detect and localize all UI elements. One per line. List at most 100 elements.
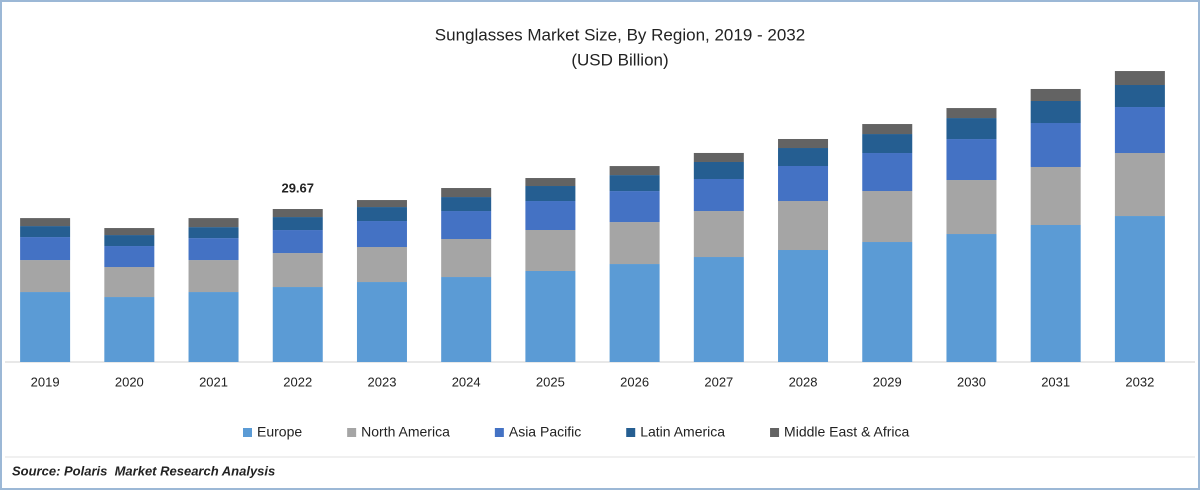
bar-segment (778, 148, 829, 167)
bar-segment (1030, 88, 1081, 101)
legend-label: Europe (257, 424, 302, 440)
legend-label: Asia Pacific (509, 424, 581, 440)
bar-segment (1114, 153, 1165, 217)
bar-segment (693, 161, 744, 180)
bar-segment (104, 267, 155, 298)
bar-segment (525, 201, 576, 230)
bar-segment (188, 218, 239, 228)
bar-segment (946, 234, 997, 362)
bar-segment (862, 191, 913, 243)
bar-segment (188, 238, 239, 261)
bar-segment (441, 197, 492, 212)
bar-segment (20, 218, 71, 227)
x-tick-label: 2021 (199, 374, 228, 389)
bar-segment (609, 191, 660, 223)
bar-segment (525, 270, 576, 362)
bar-segment (188, 227, 239, 239)
bar-segment (693, 257, 744, 362)
bar-segment (441, 277, 492, 362)
bar-segment (356, 200, 407, 208)
bar-segment (356, 247, 407, 283)
bar-segment (188, 292, 239, 362)
bar-segment (356, 207, 407, 222)
x-tick-label: 2030 (957, 374, 986, 389)
bar-segment (104, 235, 155, 247)
bar-segment (609, 175, 660, 192)
bar-segment (272, 253, 323, 288)
bar-segment (525, 186, 576, 202)
x-tick-label: 2023 (368, 374, 397, 389)
bar-segment (693, 152, 744, 162)
bar-segment (862, 242, 913, 362)
legend-swatch (243, 428, 252, 437)
legend-swatch (347, 428, 357, 437)
bar-segment (188, 260, 239, 293)
bar-segment (862, 134, 913, 154)
bar-segment (1030, 224, 1081, 362)
chart-title: Sunglasses Market Size, By Region, 2019 … (435, 25, 805, 44)
bar-segment (693, 179, 744, 212)
x-tick-label: 2019 (31, 374, 60, 389)
bar-segment (104, 297, 155, 362)
bar-segment (272, 230, 323, 254)
x-tick-label: 2032 (1125, 374, 1154, 389)
x-tick-label: 2022 (283, 374, 312, 389)
bar-segment (778, 138, 829, 149)
bar-segment (104, 246, 155, 268)
bar-segment (525, 230, 576, 271)
bar-segment (778, 201, 829, 251)
bar-segment (272, 287, 323, 362)
bar-segment (778, 250, 829, 362)
bar-segment (609, 264, 660, 362)
bar-segment (778, 166, 829, 202)
legend-label: Latin America (640, 424, 725, 440)
bar-segment (441, 211, 492, 240)
bar-segment (441, 239, 492, 278)
bar-segment (946, 180, 997, 235)
bar-segment (609, 166, 660, 176)
bar-segment (272, 217, 323, 231)
legend-label: North America (361, 424, 450, 440)
bar-segment (1114, 71, 1165, 86)
bar-segment (609, 222, 660, 265)
chart-subtitle: (USD Billion) (571, 50, 668, 69)
bar-segment (272, 209, 323, 218)
bar-segment (525, 178, 576, 187)
legend-label: Middle East & Africa (784, 424, 909, 440)
bar-segment (356, 282, 407, 362)
data-label: 29.67 (281, 180, 314, 195)
x-tick-label: 2027 (704, 374, 733, 389)
x-tick-label: 2025 (536, 374, 565, 389)
x-tick-label: 2024 (452, 374, 481, 389)
bar-segment (20, 237, 71, 261)
x-tick-label: 2020 (115, 374, 144, 389)
source: Source: Polaris Market Research Analysis (12, 463, 275, 478)
x-tick-label: 2031 (1041, 374, 1070, 389)
bar-segment (1030, 100, 1081, 124)
legend-swatch (494, 428, 504, 437)
bar-segment (20, 292, 71, 362)
bar-segment (1114, 107, 1165, 154)
legend-swatch (770, 428, 780, 437)
bar-segment (946, 139, 997, 181)
bar-segment (862, 124, 913, 135)
bar-segment (693, 211, 744, 258)
bar-segment (862, 153, 913, 192)
bar-segment (1030, 166, 1081, 225)
bar-segment (1030, 123, 1081, 167)
bar-segment (20, 260, 71, 293)
bar-segment (104, 228, 155, 236)
x-tick-label: 2029 (873, 374, 902, 389)
bar-segment (441, 188, 492, 198)
bar-segment (1114, 85, 1165, 108)
bar-segment (1114, 216, 1165, 362)
bar-segment (946, 108, 997, 119)
bar-segment (20, 226, 71, 238)
bar-segment (946, 118, 997, 140)
x-tick-label: 2026 (620, 374, 649, 389)
x-tick-label: 2028 (789, 374, 818, 389)
legend-swatch (626, 428, 636, 437)
